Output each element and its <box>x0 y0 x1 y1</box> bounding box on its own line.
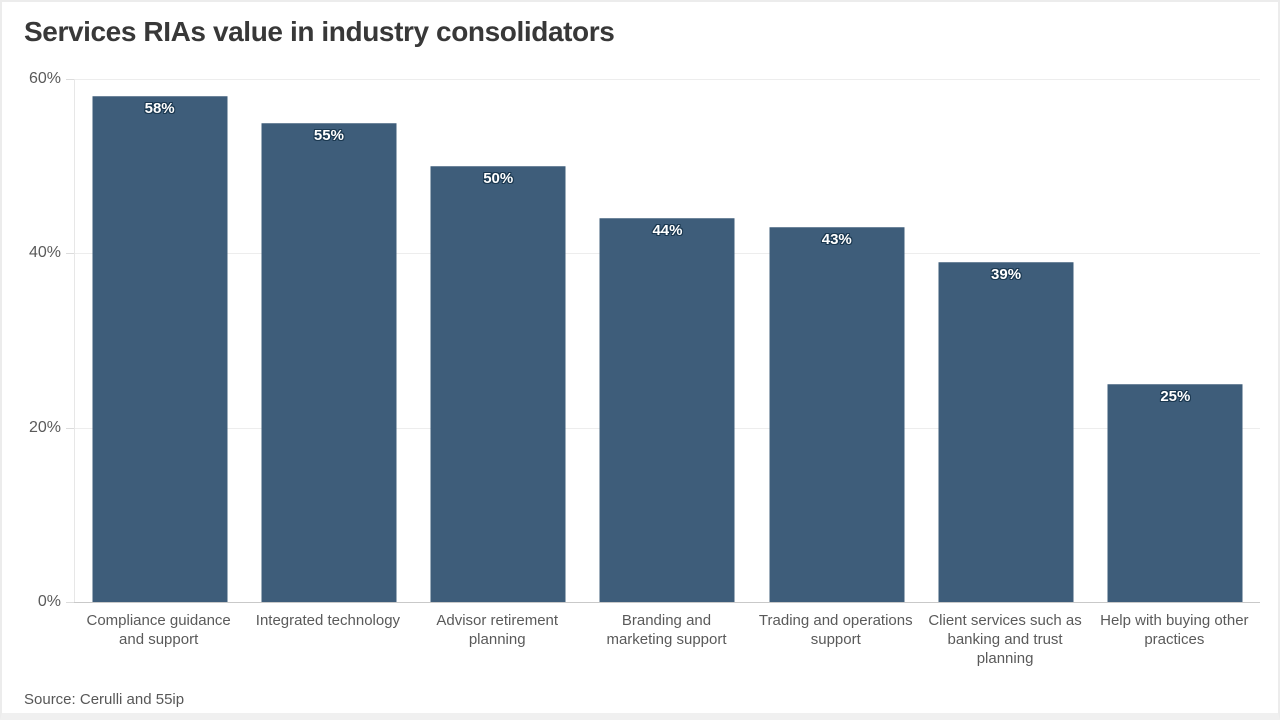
bar-slot: 44% <box>583 79 752 602</box>
gridline-60 <box>75 79 1260 80</box>
bar-value-label: 55% <box>313 126 344 144</box>
plot-area: 0% 20% 40% 60% 58% 55% 50% 44% 43% 39% 25% <box>29 70 1260 610</box>
bar-slot: 43% <box>752 79 921 602</box>
category-label: Trading and operations support <box>758 612 913 648</box>
bar-slot: 39% <box>921 79 1090 602</box>
category-label: Advisor retirement planning <box>436 612 559 648</box>
x-axis-line <box>74 602 1260 603</box>
bar-value-label: 50% <box>483 170 514 188</box>
category-label: Branding and marketing support <box>606 612 727 648</box>
bar-value-label: 58% <box>144 100 175 118</box>
category-label: Client services such as banking and trus… <box>928 612 1082 667</box>
bars-layer: 58% 55% 50% 44% 43% 39% 25% <box>75 79 1260 602</box>
bar-value-label: 25% <box>1160 388 1191 406</box>
bar-3: 50% <box>430 166 566 602</box>
bar-slot: 50% <box>414 79 583 602</box>
y-tickmark-60 <box>66 79 74 80</box>
y-tickmark-0 <box>66 602 74 603</box>
y-tick-label-0: 0% <box>37 593 61 610</box>
category-label: Integrated technology <box>255 612 401 629</box>
bar-2: 55% <box>261 122 397 602</box>
bar-value-label: 39% <box>991 266 1022 284</box>
bar-7: 25% <box>1107 384 1243 602</box>
bar-slot: 58% <box>75 79 244 602</box>
category-axis: Compliance guidance and support Integrate… <box>74 611 1259 668</box>
y-tick-label-20: 20% <box>28 418 61 436</box>
source-note: Source: Cerulli and 55ip <box>24 691 185 708</box>
y-tick-label-40: 40% <box>28 244 61 262</box>
bar-5: 43% <box>769 227 905 602</box>
bar-slot: 25% <box>1091 79 1260 602</box>
bar-6: 39% <box>938 262 1074 602</box>
category-label: Compliance guidance and support <box>86 612 231 648</box>
y-tick-label-60: 60% <box>28 70 61 87</box>
y-tickmark-40 <box>66 253 74 255</box>
bar-slot: 55% <box>244 79 413 602</box>
chart-title: Services RIAs value in industry consolid… <box>24 16 615 47</box>
category-label: Help with buying other practices <box>1100 612 1249 648</box>
bar-value-label: 43% <box>821 231 852 249</box>
bar-value-label: 44% <box>652 222 683 240</box>
bar-1: 58% <box>92 96 228 602</box>
y-tickmark-20 <box>66 427 74 429</box>
bar-4: 44% <box>599 218 735 602</box>
